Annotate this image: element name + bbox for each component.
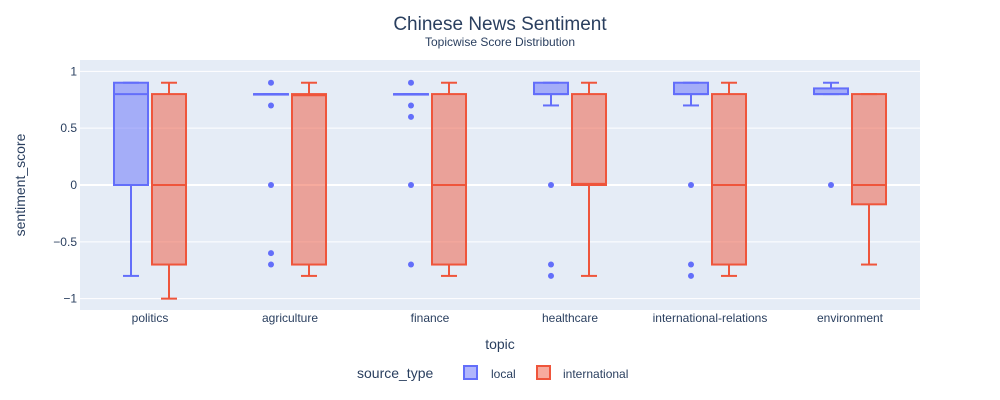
legend-label-local[interactable]: local (491, 367, 516, 381)
outlier-point (408, 79, 414, 86)
box-local-politics (113, 81, 149, 277)
outlier-point (408, 182, 414, 188)
box-local-healthcare (533, 81, 569, 279)
box-iqr (571, 93, 607, 186)
x-tick-label: politics (132, 311, 169, 325)
box-iqr (291, 93, 327, 266)
legend: source_type local international (357, 365, 628, 381)
legend-swatch-international[interactable] (536, 365, 551, 380)
outlier-point (268, 182, 274, 188)
y-axis-title: sentiment_score (12, 133, 28, 236)
box-iqr (851, 93, 887, 206)
y-tick-label: −1 (63, 292, 77, 306)
x-tick-label: healthcare (542, 311, 598, 325)
box-iqr (151, 93, 187, 266)
x-tick-label: environment (817, 311, 884, 325)
outlier-point (688, 272, 694, 279)
box-local-agriculture (253, 79, 289, 268)
box-international-healthcare (571, 81, 607, 277)
box-iqr (431, 93, 467, 266)
box-international-politics (151, 81, 187, 300)
box-international-international-relations (711, 81, 747, 277)
box-iqr (673, 81, 709, 96)
outlier-point (688, 182, 694, 188)
outlier-point (828, 182, 834, 188)
box-iqr (113, 81, 149, 186)
legend-swatch-local[interactable] (463, 365, 478, 380)
outlier-point (408, 261, 414, 268)
outlier-point (268, 261, 274, 268)
x-tick-label: finance (411, 311, 450, 325)
x-tick-label: international-relations (653, 311, 768, 325)
outlier-point (688, 261, 694, 268)
box-iqr (711, 93, 747, 266)
outlier-point (408, 102, 414, 109)
box-local-international-relations (673, 81, 709, 279)
y-tick-label: 0.5 (60, 121, 77, 135)
box-international-agriculture (291, 81, 327, 277)
x-tick-label: agriculture (262, 311, 318, 325)
y-tick-label: 1 (70, 64, 77, 78)
box-iqr (533, 81, 569, 96)
y-tick-label: −0.5 (53, 235, 77, 249)
outlier-point (408, 113, 414, 120)
chart-title: Chinese News Sentiment (393, 14, 607, 35)
box-local-environment (813, 81, 849, 188)
legend-label-international[interactable]: international (563, 367, 628, 381)
outlier-point (268, 250, 274, 257)
y-axis-ticks: 1 0.5 0 −0.5 −1 (53, 64, 77, 305)
box-local-finance (393, 79, 429, 268)
x-axis-title: topic (485, 336, 515, 352)
outlier-point (268, 102, 274, 109)
outlier-point (268, 79, 274, 86)
box-international-environment (851, 93, 887, 266)
chart-subtitle: Topicwise Score Distribution (425, 35, 575, 49)
outlier-point (548, 272, 554, 279)
x-axis-ticks: politics agriculture finance healthcare inte… (132, 311, 884, 325)
outlier-point (548, 182, 554, 188)
legend-title: source_type (357, 365, 433, 381)
box-international-finance (431, 81, 467, 277)
gridlines (80, 70, 920, 300)
y-tick-label: 0 (70, 178, 77, 192)
outlier-point (548, 261, 554, 268)
boxes (113, 79, 887, 300)
